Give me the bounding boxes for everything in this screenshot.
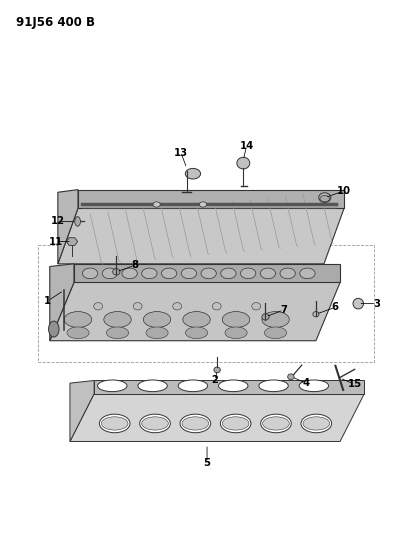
Ellipse shape [104,312,131,327]
Ellipse shape [213,367,220,373]
Text: 7: 7 [279,305,286,315]
Ellipse shape [122,268,137,279]
Ellipse shape [199,202,206,207]
Ellipse shape [260,268,275,279]
Ellipse shape [312,312,318,317]
Ellipse shape [113,269,119,275]
Ellipse shape [153,202,160,207]
Ellipse shape [302,417,329,430]
Ellipse shape [261,312,289,327]
Ellipse shape [181,268,196,279]
Text: 13: 13 [173,148,188,158]
Polygon shape [70,381,94,441]
Ellipse shape [138,380,167,392]
Text: 15: 15 [347,379,361,389]
Text: 2: 2 [211,375,218,385]
Ellipse shape [143,312,171,327]
Ellipse shape [299,268,314,279]
Ellipse shape [99,414,130,433]
Ellipse shape [319,196,329,202]
Ellipse shape [101,417,128,430]
Polygon shape [50,282,339,341]
Text: 10: 10 [335,186,350,196]
Polygon shape [70,394,363,441]
Ellipse shape [179,414,210,433]
Ellipse shape [106,327,128,338]
Ellipse shape [102,268,117,279]
Ellipse shape [75,216,80,226]
Text: 4: 4 [301,378,309,388]
Ellipse shape [220,268,235,279]
Ellipse shape [251,303,260,310]
Ellipse shape [318,193,330,203]
Ellipse shape [258,380,288,392]
Ellipse shape [173,303,181,310]
Ellipse shape [261,314,269,320]
Text: 12: 12 [51,216,65,227]
Ellipse shape [279,268,294,279]
Ellipse shape [218,380,247,392]
Text: 11: 11 [49,237,63,247]
Text: 8: 8 [131,261,138,270]
Text: 91J56 400 B: 91J56 400 B [15,16,94,29]
Ellipse shape [220,414,250,433]
Ellipse shape [82,268,98,279]
Ellipse shape [145,327,168,338]
Ellipse shape [64,312,92,327]
Ellipse shape [185,168,200,179]
Text: 3: 3 [372,298,379,309]
Polygon shape [58,208,343,264]
Ellipse shape [300,414,331,433]
Ellipse shape [141,268,157,279]
Ellipse shape [298,380,328,392]
Polygon shape [94,381,363,394]
Ellipse shape [49,321,59,337]
Polygon shape [58,190,78,264]
Ellipse shape [222,312,249,327]
Ellipse shape [240,268,255,279]
Text: 14: 14 [239,141,253,151]
Ellipse shape [262,417,289,430]
Ellipse shape [94,303,102,310]
Ellipse shape [222,417,248,430]
Ellipse shape [264,327,286,338]
Polygon shape [50,264,74,341]
Ellipse shape [236,157,249,169]
Text: 1: 1 [44,296,51,306]
Ellipse shape [161,268,176,279]
Ellipse shape [133,303,142,310]
Ellipse shape [181,417,208,430]
Ellipse shape [182,312,210,327]
Ellipse shape [260,414,291,433]
Ellipse shape [178,380,207,392]
Polygon shape [78,190,343,208]
Ellipse shape [139,414,170,433]
Polygon shape [66,238,77,245]
Text: 6: 6 [331,302,338,312]
Text: 5: 5 [203,458,210,467]
Ellipse shape [212,303,221,310]
Ellipse shape [141,417,168,430]
Ellipse shape [185,327,207,338]
Ellipse shape [97,380,127,392]
Ellipse shape [67,327,89,338]
Ellipse shape [200,268,216,279]
Ellipse shape [224,327,247,338]
Polygon shape [74,264,339,282]
Ellipse shape [352,298,362,309]
Ellipse shape [287,374,293,379]
